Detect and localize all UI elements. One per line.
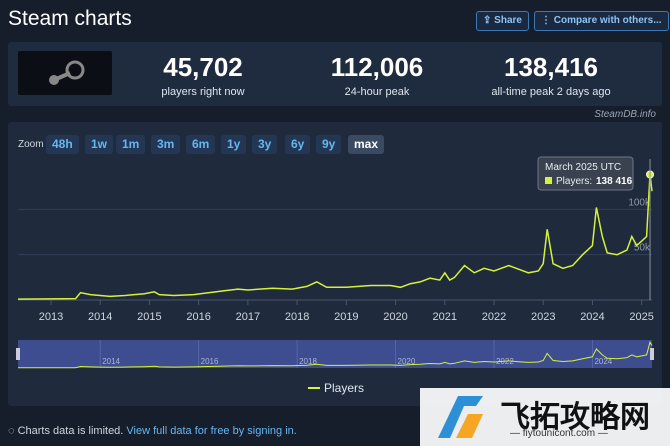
zoom-button[interactable]: 48h <box>46 135 79 154</box>
stat-value: 138,416 <box>504 52 598 82</box>
zoom-button[interactable]: 1w <box>85 135 114 154</box>
zoom-button[interactable]: 3y <box>252 135 278 154</box>
sign-in-link[interactable]: View full data for free by signing in. <box>126 425 297 437</box>
navigator-tick-label: 2018 <box>299 357 317 366</box>
stat-label: all-time peak 2 days ago <box>491 86 611 98</box>
y-tick-label: 50k <box>634 243 651 254</box>
x-tick-label: 2016 <box>186 311 210 323</box>
navigator-tick-label: 2020 <box>398 357 416 366</box>
watermark-url: — fiytounicont.com — <box>510 428 608 439</box>
watermark-logo <box>438 396 483 438</box>
stat-value: 45,702 <box>163 52 243 82</box>
x-tick-label: 2025 <box>629 311 653 323</box>
zoom-button[interactable]: 3m <box>151 135 181 154</box>
stat-value: 112,006 <box>330 52 424 82</box>
x-tick-label: 2020 <box>383 311 407 323</box>
x-tick-label: 2021 <box>433 311 457 323</box>
stat: 112,006 24-hour peak <box>297 52 457 98</box>
players-line <box>17 174 653 300</box>
logo-art <box>49 60 85 85</box>
zoom-button[interactable]: 1y <box>221 135 247 154</box>
page-title: Steam charts <box>8 7 132 30</box>
navigator-tick-label: 2024 <box>594 357 612 366</box>
navigator-handle-left[interactable] <box>16 348 20 360</box>
x-tick-label: 2018 <box>285 311 309 323</box>
navigator-tick-label: 2014 <box>102 357 120 366</box>
share-button[interactable]: ⇪ Share <box>476 11 529 31</box>
stat: 45,702 players right now <box>123 52 283 98</box>
x-tick-label: 2023 <box>531 311 555 323</box>
stat-label: 24-hour peak <box>344 86 410 98</box>
legend-label[interactable]: Players <box>324 381 364 395</box>
x-tick-label: 2019 <box>334 311 358 323</box>
credit: SteamDB.info <box>594 109 656 120</box>
navigator-line <box>18 340 653 369</box>
zoom-label: Zoom <box>18 139 44 150</box>
x-tick-label: 2022 <box>482 311 506 323</box>
tooltip-label: Players: <box>556 176 592 187</box>
x-tick-label: 2013 <box>39 311 63 323</box>
zoom-button[interactable]: 9y <box>316 135 342 154</box>
watermark-title: 飞拓攻略网 <box>500 401 650 434</box>
zoom-button[interactable]: 6y <box>285 135 311 154</box>
watermark: 飞拓攻略网 — fiytounicont.com — <box>420 388 670 446</box>
tooltip-title: March 2025 UTC <box>545 162 621 173</box>
tooltip-value: 138 416 <box>596 176 633 187</box>
stat: 138,416 all-time peak 2 days ago <box>471 52 631 98</box>
share-label: Share <box>494 15 522 26</box>
navigator-handle-right[interactable] <box>650 348 654 360</box>
compare-label: Compare with others... <box>553 15 662 26</box>
footer-notice: ◌ Charts data is limited. View full data… <box>8 425 297 437</box>
x-tick-label: 2024 <box>580 311 604 323</box>
navigator-tick-label: 2016 <box>201 357 219 366</box>
tooltip <box>537 156 634 191</box>
steam-logo <box>18 51 112 95</box>
notice: Charts data is limited. <box>17 425 124 437</box>
x-tick-label: 2014 <box>88 311 112 323</box>
tooltip-swatch <box>545 177 552 184</box>
x-tick-label: 2017 <box>236 311 260 323</box>
stats-panel <box>8 42 662 106</box>
compare-button[interactable]: ⋮ Compare with others... <box>534 11 669 31</box>
zoom-button[interactable]: 6m <box>186 135 216 154</box>
y-tick-label: 100k <box>628 197 651 208</box>
stat-label: players right now <box>161 86 245 98</box>
zoom-button[interactable]: max <box>348 135 385 154</box>
zoom-button[interactable]: 1m <box>116 135 146 154</box>
x-tick-label: 2015 <box>137 311 161 323</box>
